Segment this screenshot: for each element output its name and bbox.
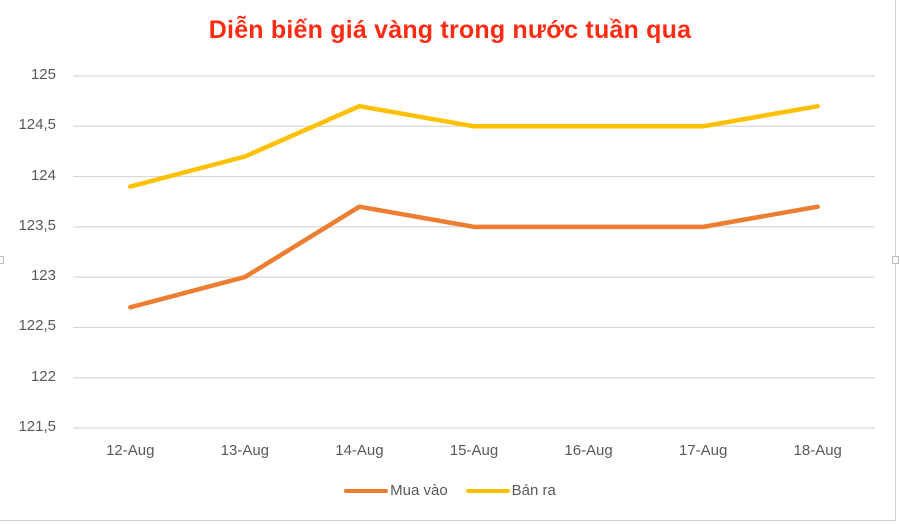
x-tick-label: 14-Aug [335, 442, 384, 459]
legend-item[interactable]: Bán ra [465, 482, 556, 499]
y-tick-label: 123 [30, 267, 56, 285]
series-line-mua-vao[interactable] [128, 204, 820, 310]
y-tick-label: 122 [30, 367, 56, 385]
x-tick-label: 15-Aug [449, 442, 499, 459]
series-line-ban-ra[interactable] [128, 103, 820, 189]
y-tick-label: 123,5 [18, 216, 56, 234]
legend-label: Mua vào [390, 482, 448, 499]
x-tick-label: 16-Aug [564, 442, 613, 459]
x-tick-label: 18-Aug [793, 442, 842, 459]
resize-handle-right[interactable] [892, 256, 899, 264]
legend-swatch [465, 488, 510, 493]
legend-item[interactable]: Mua vào [344, 482, 448, 499]
legend: Mua vào Bán ra [0, 482, 900, 499]
legend-swatch [344, 488, 389, 493]
y-tick-label: 125 [30, 66, 56, 83]
y-tick-label: 124,5 [18, 116, 56, 134]
y-tick-label: 124 [30, 166, 56, 184]
x-tick-label: 17-Aug [678, 442, 728, 459]
resize-handle-left[interactable] [0, 256, 4, 264]
chart-title: Diễn biến giá vàng trong nước tuần qua [208, 16, 692, 44]
x-tick-label: 12-Aug [106, 442, 155, 459]
y-tick-label: 121,5 [18, 418, 56, 435]
y-tick-label: 122,5 [18, 317, 56, 335]
x-tick-label: 13-Aug [220, 442, 270, 459]
legend-label: Bán ra [511, 482, 556, 499]
